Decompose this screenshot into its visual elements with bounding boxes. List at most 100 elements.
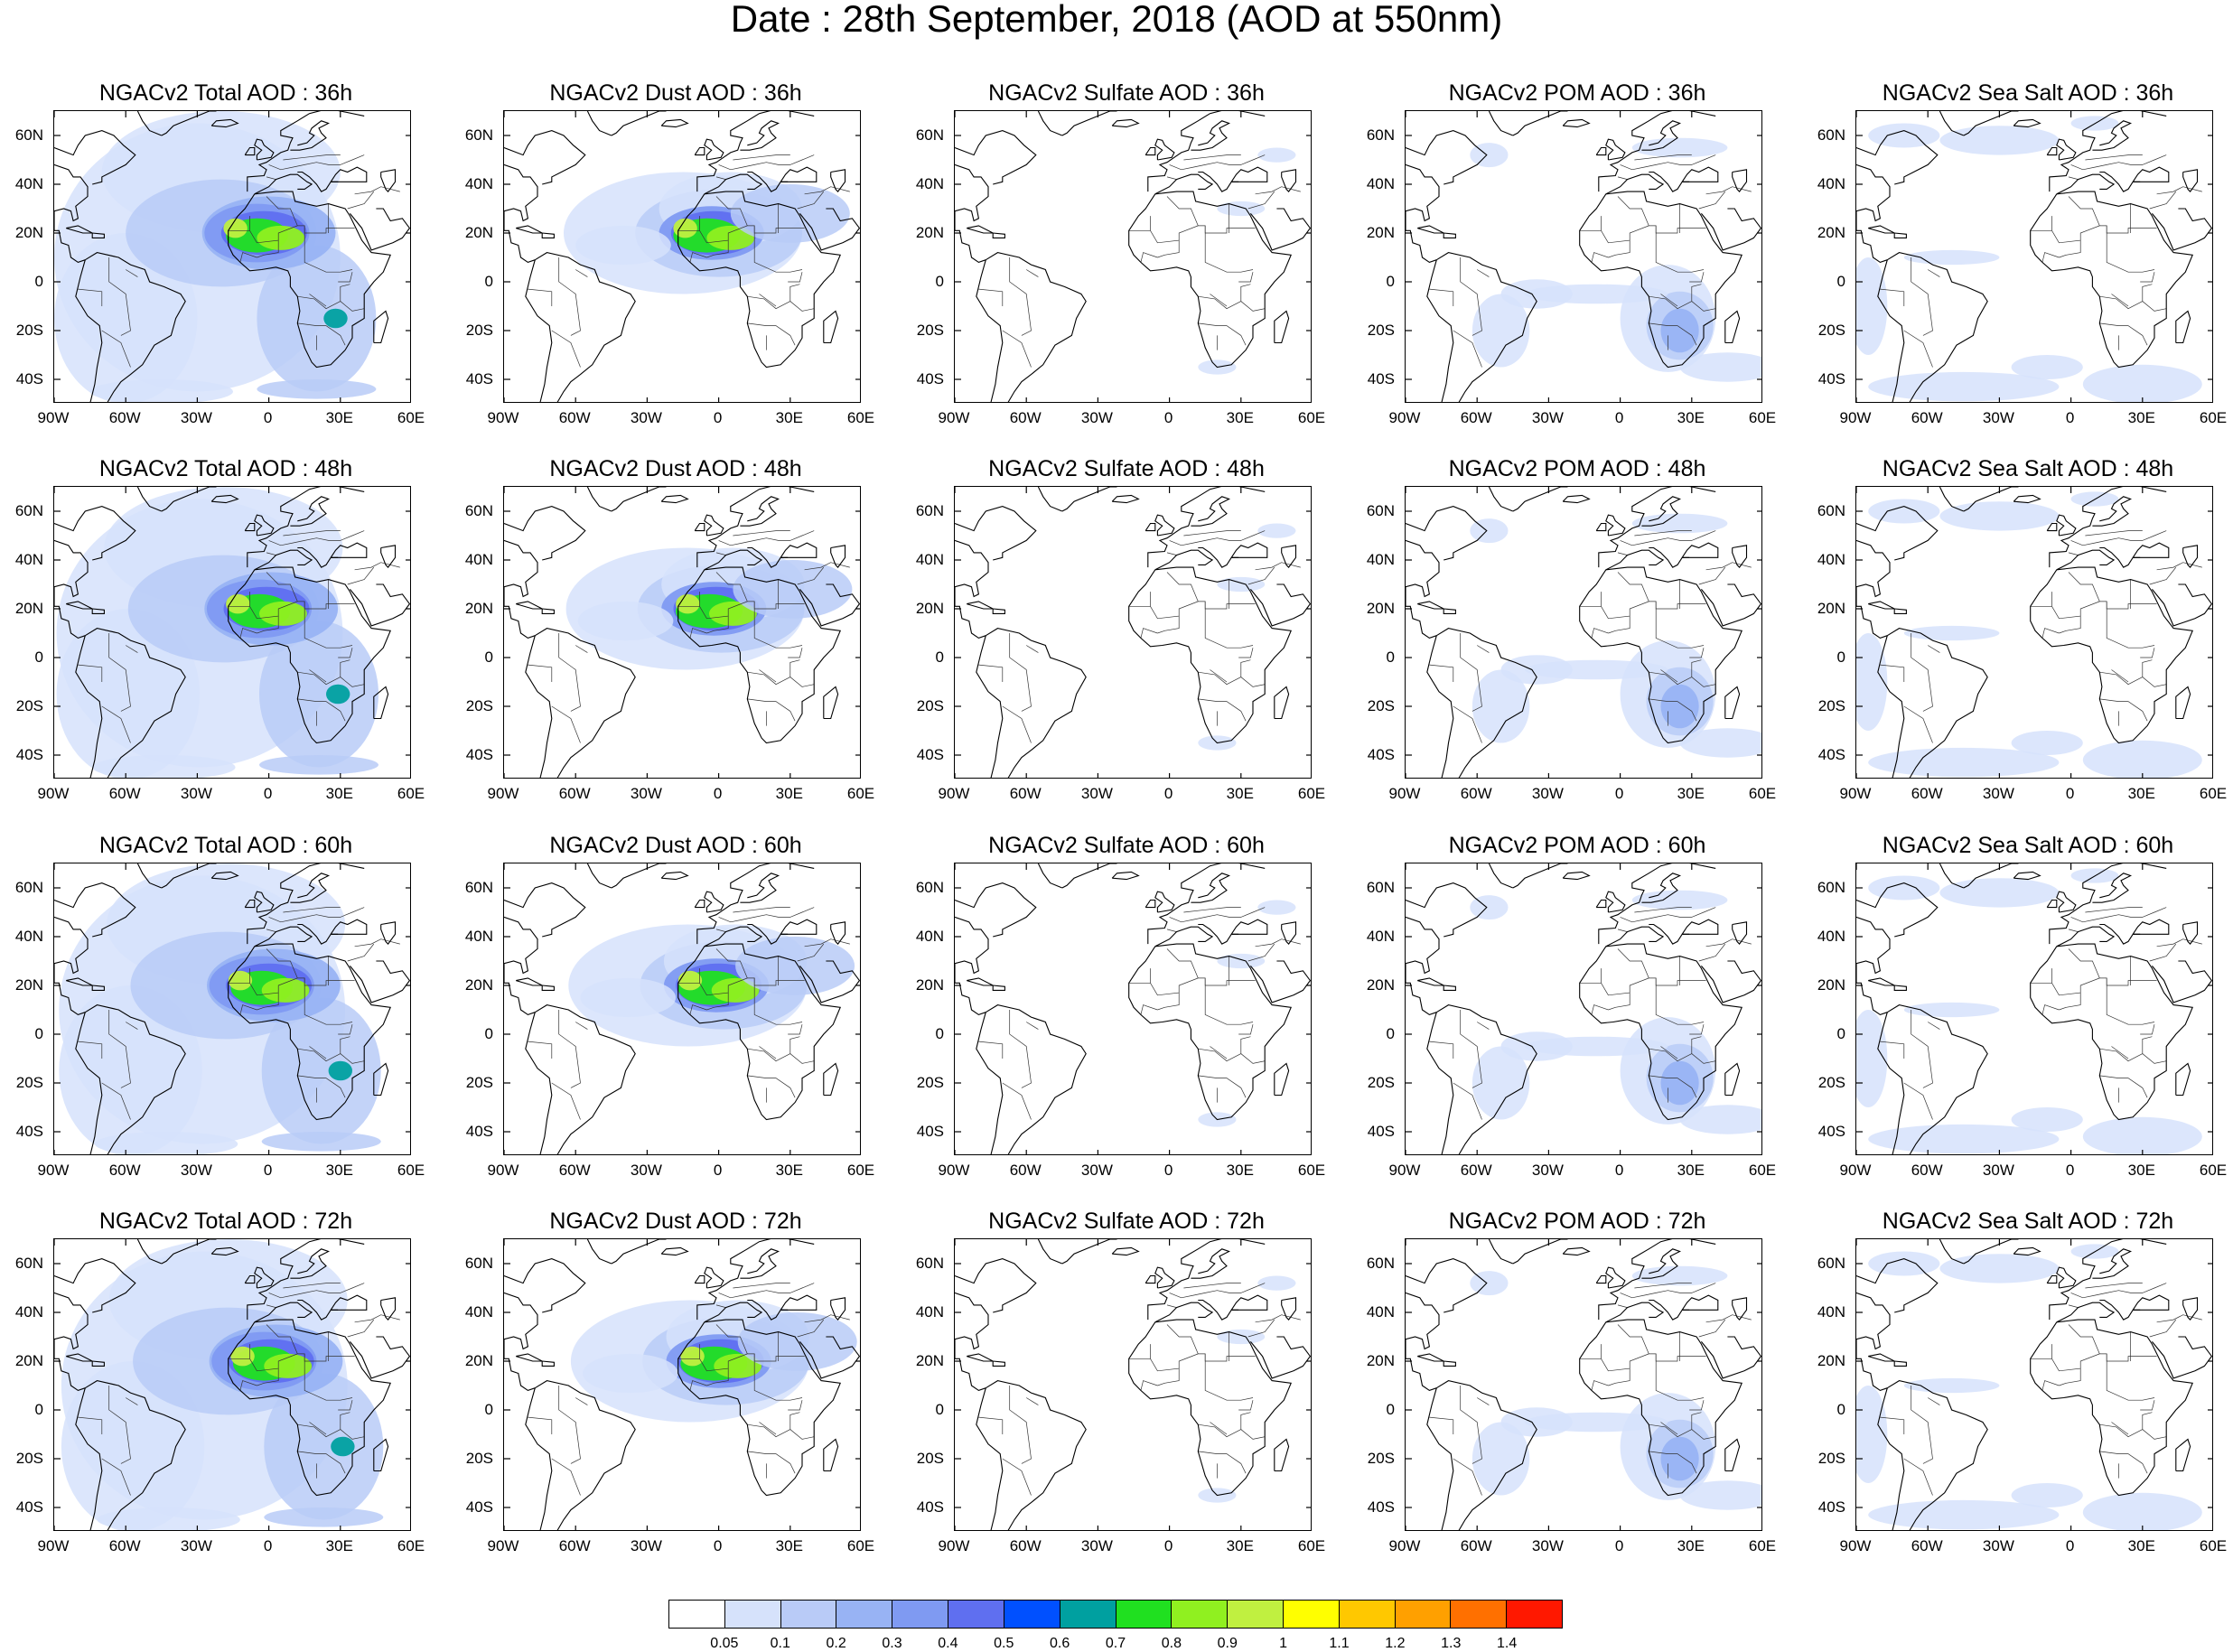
country-border: [266, 196, 298, 227]
lon-tick-label: 30E: [1226, 1162, 1254, 1179]
colorbar-swatch: [1395, 1601, 1452, 1628]
coastline: [1154, 138, 1175, 161]
coastline: [586, 111, 612, 136]
coastline: [380, 921, 397, 945]
lat-tick-label: 20S: [465, 697, 493, 714]
lon-tick-label: 30E: [2127, 785, 2155, 802]
coastline: [373, 1062, 389, 1097]
lat-tick-label: 20S: [916, 322, 944, 339]
country-border: [297, 1075, 346, 1098]
panel-title: NGACv2 Sea Salt AOD : 60h: [1882, 833, 2174, 858]
coastline: [955, 916, 989, 1016]
country-border: [2111, 1046, 2129, 1059]
coastline: [1488, 111, 1514, 136]
coastline: [349, 1336, 410, 1379]
country-border: [354, 186, 400, 195]
country-border: [2030, 601, 2157, 620]
coastline: [91, 1360, 105, 1367]
colorbar-swatch: [892, 1601, 949, 1628]
country-border: [2099, 671, 2167, 687]
colorbar-label: 0.1: [770, 1636, 790, 1651]
lat-tick-label: 20N: [464, 1352, 493, 1369]
country-border: [108, 1386, 131, 1464]
coastline: [254, 514, 275, 537]
country-border: [2068, 196, 2100, 227]
coastline: [1963, 1239, 2019, 1265]
country-border: [1655, 225, 1705, 273]
coastline: [1856, 130, 1939, 185]
country-border: [2070, 907, 2167, 923]
lon-tick-label: 30E: [1677, 1162, 1705, 1179]
coastline: [525, 635, 553, 778]
coastline: [54, 506, 136, 561]
coastline: [1579, 566, 1742, 744]
country-border: [1453, 1082, 1482, 1120]
coastline: [2132, 166, 2170, 182]
map-frame: [53, 863, 411, 1155]
lat-tick-label: 0: [935, 1401, 944, 1418]
aod-plume: [264, 1373, 384, 1520]
coastline: [2046, 146, 2058, 156]
lat-tick-label: 20N: [915, 976, 944, 994]
country-border: [257, 993, 279, 1011]
lon-tick-label: 30W: [630, 409, 662, 426]
country-border: [753, 225, 803, 273]
country-border: [1928, 1022, 1940, 1030]
country-border: [1140, 628, 1158, 639]
country-border: [1166, 196, 1199, 227]
country-border: [1617, 1324, 1649, 1355]
coastline: [1443, 608, 1456, 614]
coastline: [986, 628, 1087, 778]
lon-tick-label: 90W: [37, 1162, 70, 1179]
coastline: [541, 232, 555, 238]
coastline: [504, 1258, 586, 1313]
country-border: [1453, 705, 1482, 743]
lon-tick-label: 60E: [1748, 1162, 1777, 1179]
coastline: [1605, 514, 1626, 537]
country-border: [1166, 948, 1199, 979]
country-border: [978, 1041, 1004, 1059]
lon-tick-label: 90W: [1839, 409, 1872, 426]
lat-tick-label: 0: [34, 649, 43, 666]
lat-tick-label: 20N: [1817, 976, 1845, 994]
lon-tick-label: 30W: [1080, 1162, 1113, 1179]
aod-field-map: [1856, 487, 2212, 778]
lat-tick-label: 40N: [14, 1303, 43, 1321]
colorbar-swatch: [780, 1601, 837, 1628]
lon-tick-label: 60W: [1460, 785, 1492, 802]
lon-tick-label: 30E: [1677, 785, 1705, 802]
country-border: [347, 566, 375, 585]
coastline: [1147, 1239, 1266, 1321]
coastline: [2030, 566, 2193, 744]
coastline: [1724, 1062, 1741, 1097]
country-border: [2099, 322, 2148, 346]
country-border: [759, 294, 777, 307]
country-border: [338, 1400, 353, 1411]
coastline: [677, 191, 841, 369]
country-border: [108, 633, 131, 712]
country-border: [2149, 1319, 2177, 1338]
coastline: [967, 977, 994, 986]
coastline: [1724, 310, 1741, 344]
country-border: [101, 705, 131, 743]
map-frame: [954, 486, 1312, 779]
lat-tick-label: 60N: [1366, 502, 1395, 519]
lon-tick-label: 90W: [487, 785, 519, 802]
country-border: [1634, 907, 1692, 913]
lat-tick-label: 20S: [1367, 322, 1395, 339]
coastline: [696, 863, 815, 945]
lat-tick-label: 40N: [915, 1303, 944, 1321]
coastline: [2092, 496, 2133, 527]
coastline: [677, 943, 841, 1121]
country-border: [268, 907, 365, 923]
country-border: [1691, 659, 1702, 677]
lat-tick-label: 20N: [915, 224, 944, 241]
country-border: [297, 1048, 365, 1064]
country-border: [715, 929, 726, 932]
aod-plume: [580, 977, 677, 1018]
aod-plume: [1660, 684, 1699, 729]
lon-tick-label: 30E: [2127, 409, 2155, 426]
coastline: [2151, 208, 2212, 251]
lon-tick-label: 30E: [325, 785, 353, 802]
lat-tick-label: 40S: [465, 746, 493, 763]
